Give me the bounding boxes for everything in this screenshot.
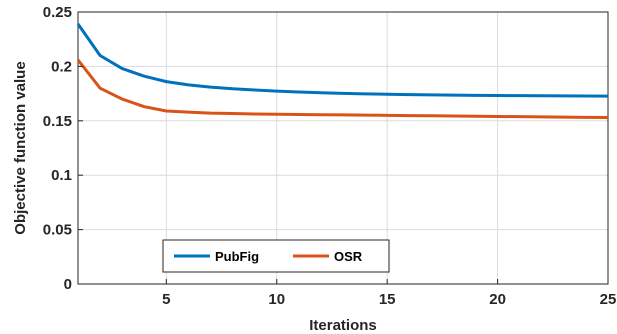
- y-tick-label: 0.05: [43, 222, 72, 239]
- y-tick-label: 0.15: [43, 113, 72, 130]
- series-line-osr: [76, 58, 609, 120]
- series-group: [76, 23, 609, 120]
- axis-ticks: 5 10 15 20 25 0 0.05 0.1 0.15 0.2 0.25: [43, 4, 617, 308]
- y-tick-label: 0.2: [51, 58, 72, 75]
- y-tick-label: 0.25: [43, 4, 72, 21]
- x-tick-label: 20: [489, 291, 506, 308]
- x-tick-label: 15: [379, 291, 396, 308]
- y-tick-label: 0.1: [51, 167, 72, 184]
- x-tick-label: 10: [268, 291, 285, 308]
- plot-frame: [77, 11, 609, 285]
- y-axis-title: Objective function value: [12, 61, 29, 234]
- legend: PubFig OSR: [162, 239, 390, 273]
- legend-label-pubfig: PubFig: [215, 249, 259, 264]
- series-line-pubfig: [76, 23, 609, 98]
- legend-label-osr: OSR: [334, 249, 363, 264]
- x-tick-label: 25: [600, 291, 617, 308]
- x-tick-label: 5: [162, 291, 170, 308]
- y-tick-label: 0: [64, 276, 72, 293]
- x-axis-title: Iterations: [309, 317, 377, 334]
